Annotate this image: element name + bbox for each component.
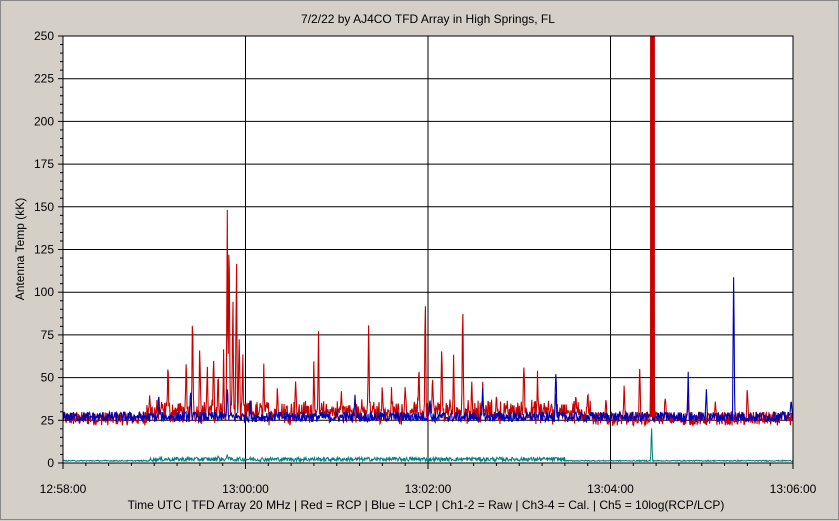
x-tick-label: 12:58:00: [40, 482, 87, 496]
x-axis-label: Time UTC | TFD Array 20 MHz | Red = RCP …: [128, 498, 725, 512]
chart-title: 7/2/22 by AJ4CO TFD Array in High Spring…: [301, 12, 555, 26]
y-tick-label: 200: [34, 114, 54, 128]
x-tick-label: 13:06:00: [770, 482, 817, 496]
x-tick-label: 13:00:00: [222, 482, 269, 496]
y-tick-label: 150: [34, 200, 54, 214]
y-tick-label: 100: [34, 285, 54, 299]
y-tick-label: 225: [34, 72, 54, 86]
rcp-saturated-spike: [650, 36, 654, 417]
y-axis: 0 25 50 75 100 125 150 175 200 225 250: [34, 29, 63, 470]
traces: [62, 36, 794, 464]
rcp-saturated-spike: [651, 36, 655, 417]
series-rcp-line: [62, 118, 794, 427]
y-tick-label: 75: [41, 328, 55, 342]
x-tick-label: 13:04:00: [587, 482, 634, 496]
y-tick-label: 25: [41, 413, 55, 427]
x-axis: 12:58:00 13:00:00 13:02:00 13:04:00 13:06:00: [40, 463, 817, 496]
series-ratio-line: [62, 428, 794, 464]
y-tick-label: 175: [34, 157, 54, 171]
y-tick-label: 125: [34, 243, 54, 257]
y-tick-label: 250: [34, 29, 54, 43]
y-axis-label: Antenna Temp (kK): [13, 198, 27, 301]
series-lcp-line: [62, 277, 794, 424]
x-tick-label: 13:02:00: [405, 482, 452, 496]
y-tick-label: 50: [41, 371, 55, 385]
y-tick-label: 0: [47, 456, 54, 470]
